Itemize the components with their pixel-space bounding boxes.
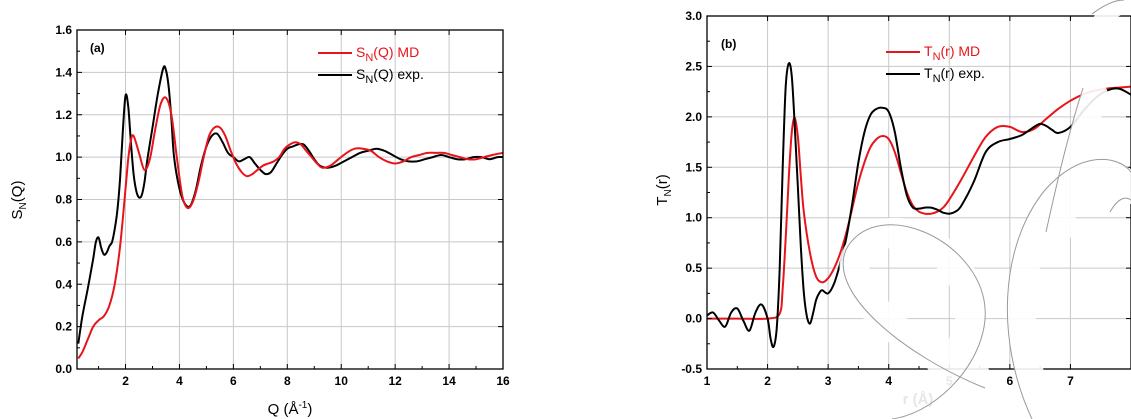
watermark-outline <box>842 0 1131 419</box>
panel-b-y-tick-label: -0.5 <box>681 362 702 376</box>
panel-a-y-tick-label: 1.4 <box>55 65 72 79</box>
panel-b-chart: 1 2 3 4 5 6 7-0.50.00.51.01.52.02.53.0 (b) r (… <box>654 9 1131 408</box>
panel-b-legend-label-main: T <box>924 43 933 59</box>
panel-b-y-tick-label: 1.0 <box>685 211 702 225</box>
panel-b-x-tick-label: 4 <box>885 374 892 388</box>
panel-a-y-tick-label: 1.0 <box>55 150 72 164</box>
panel-b-x-tick-label: 7 <box>1067 374 1074 388</box>
panel-a-x-axis-title-sup: -1 <box>298 400 307 411</box>
panel-a-legend-label-main: S <box>356 66 365 82</box>
watermark-strokes <box>839 0 1131 419</box>
panel-a-x-axis-title-close: ) <box>307 401 312 418</box>
panel-a-x-tick-label: 14 <box>442 374 456 388</box>
panel-b-series-exp-line <box>707 62 1131 349</box>
panel-a-y-axis-title: SN(Q) <box>9 181 29 220</box>
panel-a-series <box>77 65 503 359</box>
panel-a-x-axis-title-main: Q (Å <box>268 401 299 418</box>
panel-b-y-tick-label: 3.0 <box>685 9 702 23</box>
panel-a-x-axis-title: Q (Å-1) <box>268 400 313 418</box>
panel-b-legend-label-tail: (r) MD <box>941 43 981 59</box>
panel-b-legend-label: TN(r) MD <box>924 43 980 63</box>
panel-a-y-tick-label: 0.6 <box>55 235 72 249</box>
panel-b-y-tick-label: 2.5 <box>685 59 702 73</box>
panel-a-grid <box>77 30 503 369</box>
panel-b-tick-labels: 1 2 3 4 5 6 7-0.50.00.51.01.52.02.53.0 <box>681 9 1074 388</box>
panel-a-series-exp-line <box>77 65 503 344</box>
panel-a-legend-label: SN(Q) exp. <box>356 66 424 86</box>
panel-a-legend-label-main: S <box>356 44 365 60</box>
panel-b-legend-label-sub: N <box>933 51 941 63</box>
panel-a-x-tick-label: 16 <box>496 374 510 388</box>
panel-a-y-tick-label: 0.2 <box>55 320 72 334</box>
panel-b-legend-label-main: T <box>924 65 933 81</box>
panel-a-chart: 2 4 6 8 10 12 14 160.00.20.40.60.81.01.21.41.6 … <box>9 23 510 418</box>
panel-a-x-tick-label: 4 <box>176 374 183 388</box>
panel-b-legend-label-sub: N <box>933 73 941 85</box>
panel-b-y-tick-label: 1.5 <box>685 160 702 174</box>
panel-a-legend-label-sub: N <box>365 52 373 64</box>
panel-a-y-axis-title-main: S <box>9 209 26 219</box>
panel-b-x-tick-label: 1 <box>704 374 711 388</box>
panel-b-y-axis-title-main: T <box>654 197 671 206</box>
panel-b-y-axis-title-sub: N <box>663 189 674 196</box>
panel-a-tick-labels: 2 4 6 8 10 12 14 16 0.0 0.2 0.4 0.6 0.8 1.0 1.2 1.4 1.6 <box>55 23 510 388</box>
panel-b-legend-label: TN(r) exp. <box>924 65 985 85</box>
panel-a-x-tick-label: 2 <box>122 374 129 388</box>
panel-a-y-tick-label: 1.2 <box>55 108 72 122</box>
panel-b-y-axis-title-tail: (r) <box>654 174 671 189</box>
panel-b-ticks <box>706 15 1131 370</box>
panel-a-ticks <box>77 29 504 370</box>
panel-a-legend-label-tail: (Q) exp. <box>373 66 424 82</box>
panel-a-x-tick-label: 6 <box>230 374 237 388</box>
panel-a-x-tick-label: 8 <box>284 374 291 388</box>
panel-b-y-axis-title: TN(r) <box>654 174 674 205</box>
panel-a-y-tick-label: 1.6 <box>55 23 72 37</box>
panel-a-legend-label-tail: (Q) MD <box>373 44 419 60</box>
panel-a-y-axis-title-tail: (Q) <box>9 181 26 203</box>
panel-a-y-tick-label: 0.4 <box>55 277 72 291</box>
panel-a-x-tick-label: 10 <box>335 374 349 388</box>
panel-a-y-tick-label: 0.8 <box>55 193 72 207</box>
panel-b-y-tick-label: 2.0 <box>685 110 702 124</box>
panel-a-legend-label-sub: N <box>365 74 373 86</box>
panel-b-x-tick-label: 2 <box>764 374 771 388</box>
panel-a-y-tick-label: 0.0 <box>55 362 72 376</box>
panel-a-label: (a) <box>90 41 105 55</box>
panel-b-y-tick-label: 0.5 <box>685 261 702 275</box>
panel-a-y-axis-title-sub: N <box>18 202 29 209</box>
panel-b-x-tick-label: 3 <box>825 374 832 388</box>
panel-b-x-tick-label: 6 <box>1007 374 1014 388</box>
panel-a-x-tick-label: 12 <box>388 374 402 388</box>
panel-b-label: (b) <box>721 37 736 51</box>
panel-b-y-tick-label: 0.0 <box>685 312 702 326</box>
panel-a-legend-label: SN(Q) MD <box>356 44 419 64</box>
panel-b-series <box>707 62 1131 349</box>
panel-a-series-md-line <box>77 96 503 359</box>
panel-b-legend-label-tail: (r) exp. <box>941 65 985 81</box>
